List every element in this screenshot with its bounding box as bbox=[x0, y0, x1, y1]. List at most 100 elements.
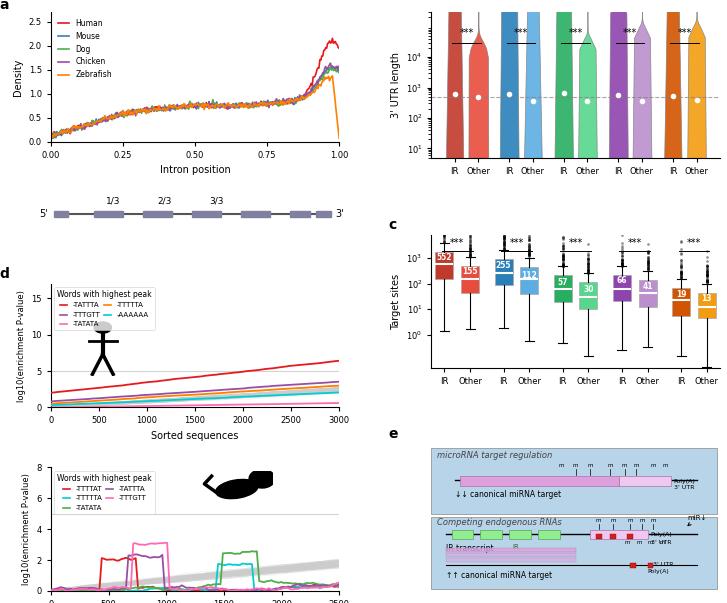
Human bbox=[52, 132, 60, 139]
Text: 3' UTR: 3' UTR bbox=[674, 485, 694, 490]
Legend: -TATTTA, -TTTGTT, -TATATA, -TTTTTA, -AAAAAA: -TATTTA, -TTTGTT, -TATATA, -TTTTTA, -AAA… bbox=[55, 287, 155, 330]
Human bbox=[335, 45, 344, 52]
Text: 3/3: 3/3 bbox=[209, 197, 224, 206]
Legend: -TTTTAT, -TTTTTA, -TATATA, -TATTTA, -TTTGTT: -TTTTAT, -TTTTTA, -TATATA, -TATTTA, -TTT… bbox=[55, 471, 155, 514]
Human bbox=[328, 34, 337, 42]
Zebrafish bbox=[289, 98, 298, 106]
FancyBboxPatch shape bbox=[627, 534, 633, 539]
Text: microRNA target regulation: microRNA target regulation bbox=[437, 451, 553, 460]
Mouse bbox=[309, 84, 318, 91]
Text: ▮: ▮ bbox=[106, 341, 123, 370]
Chicken bbox=[309, 82, 318, 89]
X-axis label: Intron position: Intron position bbox=[160, 165, 230, 175]
Text: 3' UTR: 3' UTR bbox=[654, 562, 674, 567]
Human bbox=[218, 103, 227, 110]
Chicken bbox=[291, 96, 300, 104]
FancyBboxPatch shape bbox=[192, 211, 221, 217]
Text: m: m bbox=[662, 463, 667, 468]
Mouse bbox=[218, 101, 227, 109]
Y-axis label: 3' UTR length: 3' UTR length bbox=[390, 52, 401, 118]
Text: Poly(A): Poly(A) bbox=[648, 569, 670, 574]
FancyBboxPatch shape bbox=[446, 548, 576, 552]
Zebrafish bbox=[308, 89, 316, 96]
FancyBboxPatch shape bbox=[290, 211, 310, 217]
Chicken bbox=[47, 131, 56, 139]
Text: 112: 112 bbox=[521, 271, 537, 280]
PathPatch shape bbox=[435, 252, 454, 279]
Dog bbox=[219, 101, 228, 108]
Chicken bbox=[224, 105, 233, 112]
Zebrafish bbox=[335, 135, 344, 142]
FancyBboxPatch shape bbox=[431, 448, 717, 514]
Dog bbox=[47, 132, 56, 139]
Zebrafish bbox=[328, 72, 337, 80]
Text: m: m bbox=[627, 518, 633, 523]
Text: m: m bbox=[636, 540, 642, 545]
Dog bbox=[291, 96, 300, 104]
Text: 57: 57 bbox=[558, 278, 568, 287]
Text: ***: *** bbox=[514, 28, 528, 38]
Text: m: m bbox=[633, 463, 639, 468]
FancyBboxPatch shape bbox=[446, 558, 576, 562]
Text: ↓↓ canonical miRNA target: ↓↓ canonical miRNA target bbox=[454, 490, 561, 499]
Text: m: m bbox=[624, 540, 630, 545]
Text: c: c bbox=[388, 218, 396, 232]
Human bbox=[47, 131, 56, 139]
Chicken bbox=[219, 101, 228, 109]
FancyBboxPatch shape bbox=[94, 211, 123, 217]
Zebrafish bbox=[217, 101, 226, 109]
Text: a: a bbox=[0, 0, 9, 13]
FancyBboxPatch shape bbox=[619, 476, 671, 486]
Text: 3' UTR: 3' UTR bbox=[651, 540, 671, 545]
Text: m: m bbox=[651, 463, 656, 468]
Mouse bbox=[47, 130, 55, 137]
Text: ***: *** bbox=[509, 238, 523, 248]
PathPatch shape bbox=[554, 276, 571, 302]
Human bbox=[224, 101, 233, 109]
Text: m: m bbox=[659, 540, 664, 545]
Line: Zebrafish: Zebrafish bbox=[51, 76, 340, 139]
X-axis label: Sorted sequences: Sorted sequences bbox=[151, 431, 238, 441]
Line: Chicken: Chicken bbox=[51, 63, 340, 137]
Y-axis label: log10(enrichment P-value): log10(enrichment P-value) bbox=[17, 289, 25, 402]
PathPatch shape bbox=[698, 294, 716, 318]
Text: d: d bbox=[0, 267, 9, 280]
FancyBboxPatch shape bbox=[538, 530, 560, 539]
Dog bbox=[49, 135, 57, 142]
Text: m: m bbox=[573, 463, 579, 468]
FancyBboxPatch shape bbox=[143, 211, 172, 217]
PathPatch shape bbox=[494, 259, 513, 285]
Text: 2/3: 2/3 bbox=[158, 197, 172, 206]
Human bbox=[309, 74, 318, 81]
Text: miR↓: miR↓ bbox=[687, 514, 707, 526]
Dog bbox=[335, 69, 344, 77]
Y-axis label: Density: Density bbox=[13, 58, 23, 95]
Chicken bbox=[218, 101, 227, 108]
PathPatch shape bbox=[461, 267, 479, 293]
Text: m: m bbox=[639, 518, 645, 523]
Chicken bbox=[47, 130, 55, 137]
Text: ↑↑ canonical miRNA target: ↑↑ canonical miRNA target bbox=[446, 570, 552, 579]
Line: Human: Human bbox=[51, 38, 340, 136]
Chicken bbox=[326, 60, 335, 67]
Mouse bbox=[47, 133, 56, 140]
Zebrafish bbox=[223, 101, 232, 109]
Text: 30: 30 bbox=[583, 285, 594, 294]
FancyBboxPatch shape bbox=[451, 530, 473, 539]
FancyBboxPatch shape bbox=[630, 563, 636, 567]
Text: 19: 19 bbox=[676, 290, 686, 299]
Line: Dog: Dog bbox=[51, 66, 340, 139]
PathPatch shape bbox=[613, 276, 631, 301]
Mouse bbox=[219, 103, 228, 110]
Text: IR transcript: IR transcript bbox=[446, 545, 494, 554]
PathPatch shape bbox=[638, 280, 656, 307]
Text: m: m bbox=[587, 463, 593, 468]
Text: ***: *** bbox=[687, 238, 701, 248]
Text: 1/3: 1/3 bbox=[105, 197, 120, 206]
PathPatch shape bbox=[521, 267, 538, 294]
FancyBboxPatch shape bbox=[460, 476, 619, 486]
Human bbox=[219, 102, 228, 109]
Zebrafish bbox=[218, 101, 227, 108]
FancyBboxPatch shape bbox=[648, 563, 654, 567]
Line: Mouse: Mouse bbox=[51, 66, 340, 137]
